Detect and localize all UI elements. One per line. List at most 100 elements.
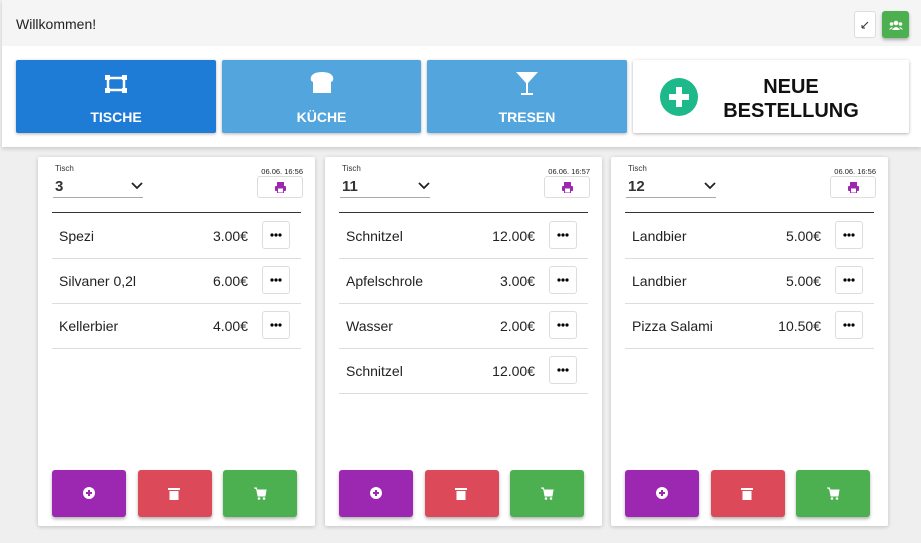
icon — [557, 233, 569, 237]
nav-label: TISCHE — [90, 109, 142, 125]
icon — [660, 78, 698, 116]
checkout-button[interactable] — [510, 470, 584, 517]
table-select[interactable] — [626, 177, 716, 198]
item-name: Schnitzel — [346, 363, 403, 379]
order-card: Tisch 11 06.06. 16:57 Schnitzel 12.00€ Apfels… — [325, 157, 602, 526]
item-menu-button[interactable] — [835, 266, 863, 294]
icon — [843, 278, 855, 282]
item-price: 12.00€ — [492, 228, 535, 244]
print-button[interactable] — [257, 176, 303, 198]
icon — [274, 181, 286, 193]
icon — [557, 323, 569, 327]
add-button[interactable] — [625, 470, 699, 517]
item-name: Silvaner 0,2l — [59, 273, 137, 289]
order-time: 06.06. 16:57 — [548, 167, 590, 176]
checkout-button[interactable] — [223, 470, 297, 517]
print-button[interactable] — [830, 176, 876, 198]
nav-label: KÜCHE — [296, 109, 347, 125]
item-price: 6.00€ — [212, 273, 248, 289]
icon — [455, 488, 467, 500]
icon — [168, 488, 180, 500]
icon — [82, 487, 95, 499]
divider — [52, 212, 301, 213]
fullscreen-button[interactable] — [854, 11, 876, 38]
item-price: 3.00€ — [212, 228, 248, 244]
print-button[interactable] — [544, 176, 590, 198]
nav-bar[interactable]: TRESEN — [427, 60, 627, 133]
item-menu-button[interactable] — [549, 311, 577, 339]
icon — [418, 182, 430, 190]
icon — [704, 182, 716, 190]
item-price: 4.00€ — [212, 318, 248, 334]
divider — [625, 212, 874, 213]
order-time: 06.06. 16:56 — [834, 167, 876, 176]
icon — [270, 233, 282, 237]
item-name: Spezi — [59, 228, 95, 244]
users-button[interactable] — [882, 11, 909, 38]
icon — [861, 21, 869, 28]
icon — [561, 181, 573, 193]
header-title: Willkommen! — [16, 16, 97, 32]
icon — [540, 487, 554, 500]
checkout-button[interactable] — [796, 470, 870, 517]
item-menu-button[interactable] — [549, 221, 577, 249]
order-card: Tisch 12 06.06. 16:56 Landbier 5.00€ Landbier… — [611, 157, 888, 526]
item-name: Pizza Salami — [632, 318, 713, 334]
icon — [557, 278, 569, 282]
delete-button[interactable] — [137, 470, 212, 517]
item-menu-button[interactable] — [835, 221, 863, 249]
nav-label: NEUE BESTELLUNG — [723, 76, 859, 122]
add-button[interactable] — [339, 470, 413, 517]
table-label: Tisch — [342, 164, 361, 173]
nav-label: TRESEN — [498, 109, 556, 125]
table-select[interactable] — [340, 177, 430, 198]
icon — [888, 20, 903, 30]
icon — [826, 487, 840, 500]
new-order-button[interactable]: NEUE BESTELLUNG — [633, 60, 909, 133]
icon — [131, 182, 143, 190]
row-divider — [52, 258, 301, 259]
icon — [655, 487, 668, 499]
delete-button[interactable] — [710, 470, 785, 517]
icon — [270, 278, 282, 282]
item-name: Kellerbier — [59, 318, 119, 334]
row-divider — [339, 348, 588, 349]
row-divider — [625, 258, 874, 259]
icon — [105, 75, 127, 93]
item-menu-button[interactable] — [262, 221, 290, 249]
table-label: Tisch — [55, 164, 74, 173]
top-panel: Willkommen! TISCHE KÜCHE TRESEN NEUE BES… — [2, 0, 921, 147]
header-bar: Willkommen! — [2, 0, 921, 46]
item-name: Apfelschrole — [346, 273, 424, 289]
nav-kitchen[interactable]: KÜCHE — [222, 60, 421, 133]
icon — [557, 368, 569, 372]
item-name: Landbier — [632, 228, 687, 244]
table-label: Tisch — [628, 164, 647, 173]
item-price: 3.00€ — [499, 273, 535, 289]
table-number: 12 — [628, 178, 645, 195]
divider — [339, 212, 588, 213]
item-menu-button[interactable] — [549, 266, 577, 294]
item-price: 5.00€ — [785, 273, 821, 289]
icon — [310, 72, 334, 93]
icon — [516, 72, 538, 95]
icon — [369, 487, 382, 499]
icon — [253, 487, 267, 500]
add-button[interactable] — [52, 470, 126, 517]
item-name: Landbier — [632, 273, 687, 289]
item-menu-button[interactable] — [549, 356, 577, 384]
table-select[interactable] — [53, 177, 143, 198]
row-divider — [52, 303, 301, 304]
icon — [741, 488, 753, 500]
delete-button[interactable] — [424, 470, 499, 517]
table-number: 11 — [342, 178, 358, 195]
order-card: Tisch 3 06.06. 16:56 Spezi 3.00€ Silvaner 0,2… — [38, 157, 315, 526]
item-menu-button[interactable] — [262, 311, 290, 339]
nav-tables[interactable]: TISCHE — [16, 60, 216, 133]
row-divider — [625, 303, 874, 304]
icon — [843, 233, 855, 237]
icon — [847, 181, 859, 193]
item-price: 2.00€ — [499, 318, 535, 334]
item-menu-button[interactable] — [262, 266, 290, 294]
item-menu-button[interactable] — [835, 311, 863, 339]
